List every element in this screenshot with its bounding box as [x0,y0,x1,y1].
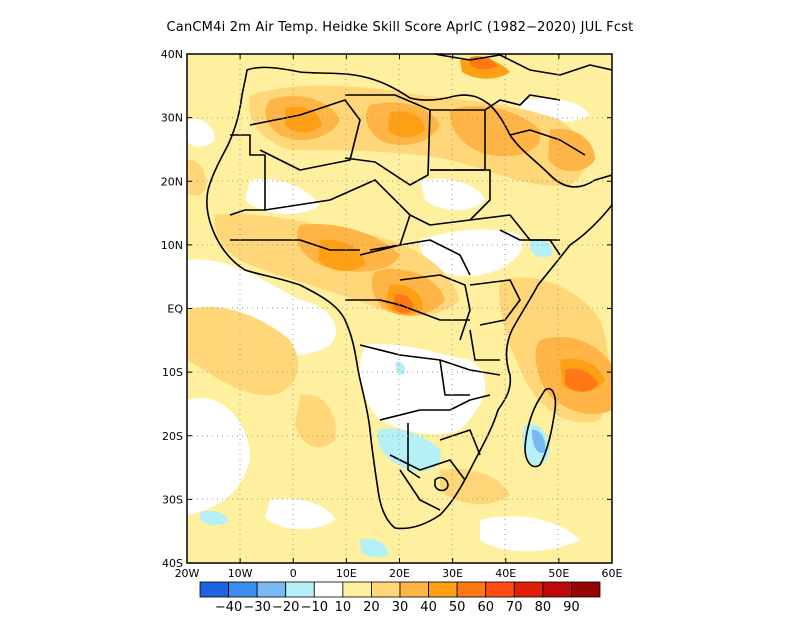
colorbar-swatch [285,581,315,598]
colorbar-swatch [256,581,287,598]
colorbar-label: −20 [272,600,299,615]
colorbar-label: 10 [335,600,352,615]
y-tick-label: 40S [162,557,183,570]
x-tick-label: 30E [442,567,463,580]
coastlines-and-borders [206,54,612,530]
x-tick-label: 40E [495,567,516,580]
colorbar-label: 50 [449,600,466,615]
y-tick-label: 30S [162,493,183,506]
colorbar-swatch [371,581,401,598]
colorbar-label: 40 [420,600,437,615]
y-tick-label: 10N [161,239,183,252]
colorbar-swatch [199,581,229,598]
x-tick-label: 60E [602,567,623,580]
x-tick-label: 50E [548,567,569,580]
x-tick-label: 20E [389,567,410,580]
map-title: CanCM4i 2m Air Temp. Heidke Skill Score … [166,20,634,35]
y-tick-label: 10S [162,366,183,379]
colorbar-swatch [513,581,544,598]
colorbar-label: −30 [243,600,270,615]
x-tick-label: 0 [290,567,297,580]
colorbar-swatch [456,581,487,598]
colorbar-swatch [542,581,572,598]
x-tick-label: 10E [336,567,357,580]
colorbar: −40 −30 −20 −10 10 20 30 40 50 60 70 80 90 [199,581,601,615]
colorbar-swatch [342,581,372,598]
x-tick-label: 10W [228,567,253,580]
colorbar-label: 80 [535,600,552,615]
colorbar-swatch [313,581,344,598]
colorbar-label: 60 [477,600,494,615]
y-tick-label: 20N [161,175,183,188]
colorbar-label: −10 [301,600,328,615]
colorbar-label: 70 [506,600,523,615]
y-tick-label: 30N [161,112,183,125]
colorbar-swatch [399,581,429,598]
colorbar-swatch [428,581,458,598]
colorbar-label: −40 [215,600,242,615]
field-red-60 [393,56,598,392]
axis-ticks: 20W 10W 0 10E 20E 30E 40E 50E 60E 40N 30N 20N 10N EQ 1… [161,48,623,580]
y-tick-label: 40N [161,48,183,61]
lat-lon-grid [187,54,612,563]
colorbar-label: 30 [392,600,409,615]
y-tick-label: EQ [167,303,183,316]
colorbar-label: 20 [363,600,380,615]
colorbar-swatch [485,581,515,598]
x-tick-label: 20W [175,567,200,580]
colorbar-swatch [571,581,601,598]
y-tick-label: 20S [162,430,183,443]
colorbar-label: 90 [563,600,580,615]
colorbar-swatch [228,581,258,598]
